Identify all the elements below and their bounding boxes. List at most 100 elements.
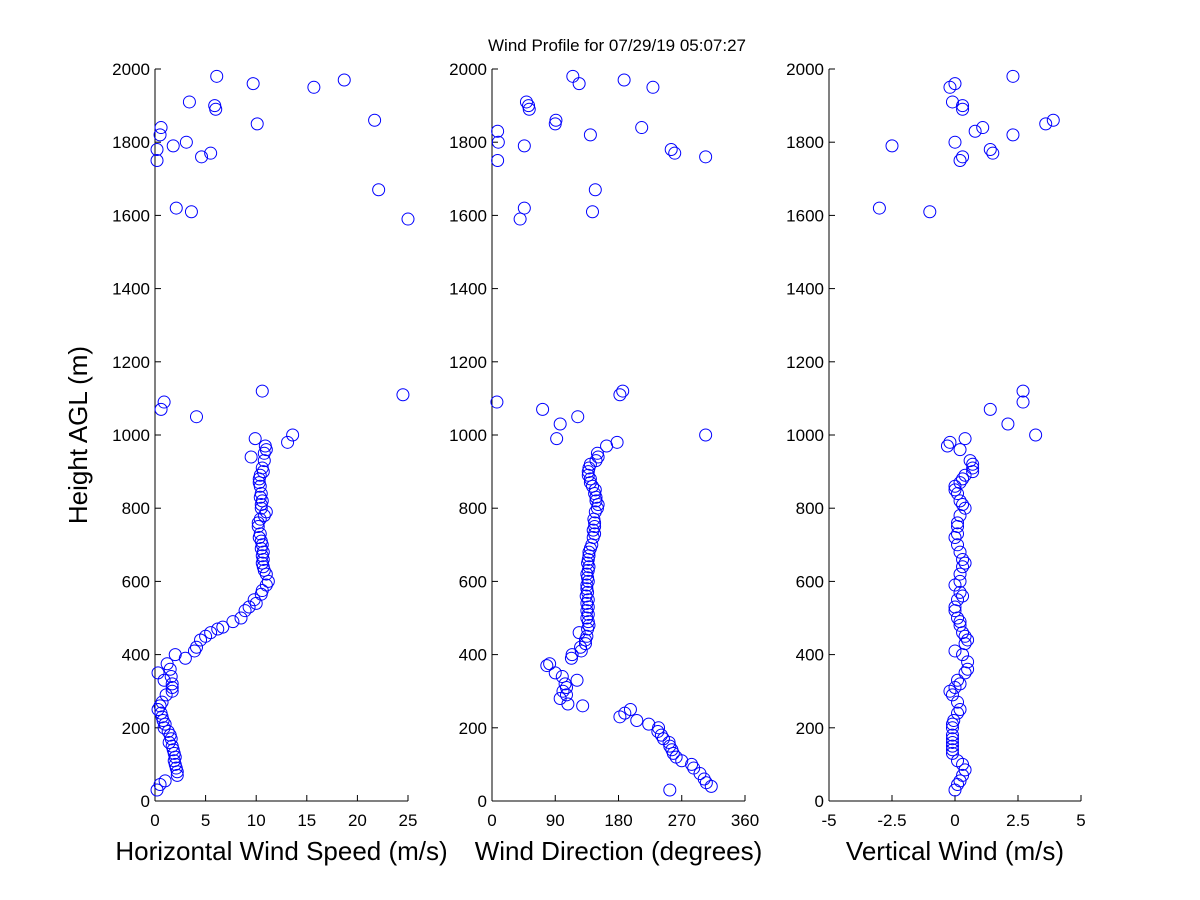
- data-point: [654, 728, 668, 742]
- data-point: [961, 655, 975, 669]
- y-tick-label: 1200: [786, 353, 824, 372]
- data-point: [1046, 113, 1060, 127]
- x-tick-label: 5: [201, 811, 210, 830]
- data-point: [958, 468, 972, 482]
- data-point: [986, 146, 1000, 160]
- data-point: [697, 772, 711, 786]
- data-point: [536, 402, 550, 416]
- data-point: [668, 146, 682, 160]
- data-point: [956, 150, 970, 164]
- data-point: [945, 728, 959, 742]
- data-point: [572, 77, 586, 91]
- data-point: [565, 648, 579, 662]
- data-point: [150, 154, 164, 167]
- data-point: [153, 699, 167, 713]
- x-tick-label: 180: [604, 811, 632, 830]
- data-point: [244, 450, 258, 464]
- data-point: [246, 77, 260, 91]
- y-tick-label: 1200: [449, 353, 487, 372]
- y-tick-label: 1400: [449, 280, 487, 299]
- data-point: [216, 620, 230, 634]
- data-point: [956, 560, 970, 574]
- data-point: [491, 135, 505, 149]
- x-axis-label: Horizontal Wind Speed (m/s): [115, 836, 447, 866]
- data-point: [571, 410, 585, 424]
- data-point: [161, 724, 175, 738]
- data-point: [553, 417, 567, 431]
- data-point: [165, 681, 179, 695]
- y-tick-label: 1000: [112, 426, 150, 445]
- data-point: [943, 435, 957, 449]
- x-tick-label: 10: [247, 811, 266, 830]
- data-point: [307, 80, 321, 94]
- data-point: [953, 574, 967, 588]
- data-point: [204, 626, 218, 640]
- figure-title: Wind Profile for 07/29/19 05:07:27: [488, 36, 746, 55]
- data-point: [945, 721, 959, 735]
- data-point: [178, 651, 192, 665]
- data-point: [956, 552, 970, 566]
- y-tick-label: 200: [122, 719, 150, 738]
- x-tick-label: 15: [297, 811, 316, 830]
- data-point: [517, 201, 531, 215]
- data-point: [165, 739, 179, 753]
- data-point: [553, 692, 567, 706]
- data-point: [872, 201, 886, 215]
- x-tick-label: 2.5: [1006, 811, 1030, 830]
- data-point: [961, 633, 975, 647]
- data-point: [590, 446, 604, 460]
- data-point: [570, 673, 584, 687]
- data-point: [665, 743, 679, 757]
- data-point: [189, 410, 203, 424]
- data-point: [210, 69, 224, 83]
- data-point: [583, 472, 597, 486]
- data-point: [613, 710, 627, 724]
- y-tick-label: 600: [796, 572, 824, 591]
- data-point: [396, 388, 410, 402]
- data-point: [953, 703, 967, 716]
- data-point: [556, 684, 570, 698]
- data-point: [580, 629, 594, 643]
- data-point: [953, 618, 967, 632]
- y-tick-label: 400: [122, 646, 150, 665]
- data-point: [623, 703, 637, 716]
- data-point: [956, 768, 970, 782]
- data-point: [337, 73, 351, 87]
- data-point: [1039, 117, 1053, 131]
- data-point: [699, 428, 713, 442]
- data-point: [559, 688, 573, 702]
- data-point: [258, 439, 272, 453]
- data-point: [165, 684, 179, 698]
- data-point: [983, 143, 997, 157]
- data-point: [1001, 417, 1015, 431]
- data-point: [951, 695, 965, 709]
- data-point: [585, 205, 599, 219]
- data-point: [513, 212, 527, 226]
- data-point: [153, 128, 167, 142]
- data-point: [576, 699, 590, 713]
- y-tick-label: 1800: [449, 133, 487, 152]
- data-point: [953, 615, 967, 629]
- data-point: [948, 530, 962, 544]
- data-point: [968, 124, 982, 138]
- data-point: [401, 212, 415, 226]
- data-point: [169, 201, 183, 215]
- data-point: [699, 150, 713, 164]
- data-point: [951, 527, 965, 541]
- x-tick-label: 0: [150, 811, 159, 830]
- data-point: [251, 520, 265, 533]
- y-tick-label: 600: [122, 572, 150, 591]
- data-point: [953, 774, 967, 788]
- data-point: [158, 774, 172, 788]
- data-point: [581, 468, 595, 482]
- data-point: [550, 432, 564, 446]
- data-point: [254, 534, 268, 548]
- data-point: [189, 640, 203, 654]
- y-tick-label: 2000: [449, 60, 487, 79]
- data-point: [548, 666, 562, 680]
- data-point: [613, 388, 627, 402]
- y-tick-label: 1400: [112, 280, 150, 299]
- data-point: [242, 600, 256, 614]
- data-point: [958, 556, 972, 570]
